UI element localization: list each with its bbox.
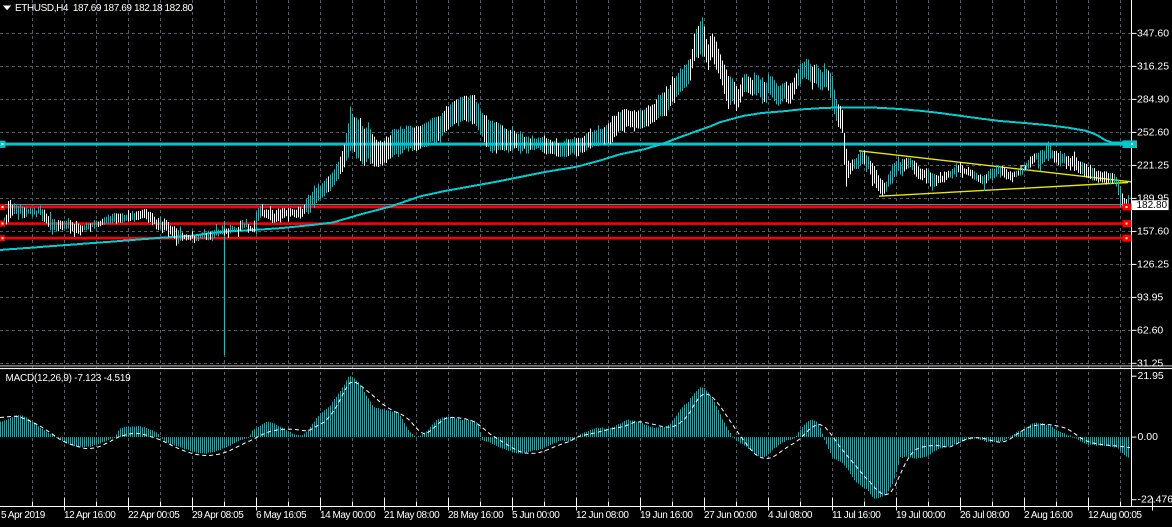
svg-text:27 Jun 00:00: 27 Jun 00:00	[704, 510, 757, 521]
svg-text:29 Apr 08:05: 29 Apr 08:05	[192, 510, 244, 521]
svg-text:MACD(12,26,9) -7.123 -4.519: MACD(12,26,9) -7.123 -4.519	[6, 373, 132, 384]
svg-text:284.90: 284.90	[1137, 93, 1169, 105]
svg-text:2 Aug 16:00: 2 Aug 16:00	[1024, 510, 1073, 521]
svg-text:5 Apr 2019: 5 Apr 2019	[1, 510, 46, 521]
svg-text:157.60: 157.60	[1137, 225, 1169, 237]
svg-text:5 Jun 00:00: 5 Jun 00:00	[512, 510, 560, 521]
svg-text:62.60: 62.60	[1137, 324, 1163, 336]
svg-text:316.25: 316.25	[1137, 60, 1169, 72]
svg-text:12 Apr 16:00: 12 Apr 16:00	[64, 510, 116, 521]
svg-text:12 Aug 00:05: 12 Aug 00:05	[1088, 510, 1142, 521]
svg-text:21 May 08:00: 21 May 08:00	[384, 510, 440, 521]
svg-text:26 Jul 08:00: 26 Jul 08:00	[960, 510, 1010, 521]
svg-text:19 Jun 16:00: 19 Jun 16:00	[640, 510, 693, 521]
svg-text:221.25: 221.25	[1137, 159, 1169, 171]
svg-text:252.60: 252.60	[1137, 126, 1169, 138]
svg-text:19 Jul 00:00: 19 Jul 00:00	[896, 510, 946, 521]
svg-text:93.95: 93.95	[1137, 291, 1163, 303]
svg-text:347.60: 347.60	[1137, 27, 1169, 39]
svg-text:126.25: 126.25	[1137, 258, 1169, 270]
svg-text:28 May 16:00: 28 May 16:00	[448, 510, 504, 521]
svg-text:4 Jul 08:00: 4 Jul 08:00	[768, 510, 813, 521]
svg-text:11 Jul 16:00: 11 Jul 16:00	[832, 510, 881, 521]
svg-text:6 May 16:05: 6 May 16:05	[256, 510, 307, 521]
svg-text:-22.476: -22.476	[1138, 494, 1172, 506]
svg-text:22 Apr 00:05: 22 Apr 00:05	[128, 510, 180, 521]
svg-text:31.25: 31.25	[1137, 357, 1163, 369]
svg-text:0.00: 0.00	[1138, 431, 1159, 443]
svg-text:182.80: 182.80	[1137, 200, 1168, 211]
svg-text:14 May 00:00: 14 May 00:00	[320, 510, 376, 521]
svg-text:21.95: 21.95	[1138, 370, 1164, 382]
svg-text:12 Jun 08:00: 12 Jun 08:00	[576, 510, 629, 521]
svg-text:ETHUSD,H4 187.69 187.69 182.1: ETHUSD,H4 187.69 187.69 182.18 182.80	[15, 3, 194, 14]
